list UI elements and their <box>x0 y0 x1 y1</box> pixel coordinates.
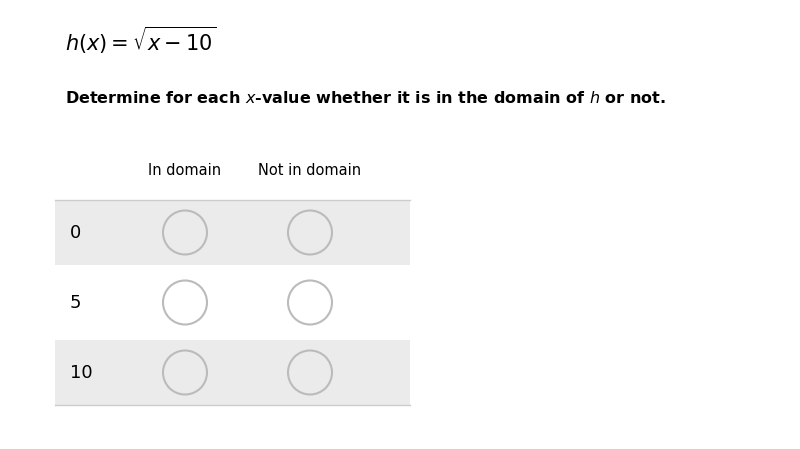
Ellipse shape <box>163 351 207 395</box>
Ellipse shape <box>288 281 332 325</box>
Ellipse shape <box>288 351 332 395</box>
FancyBboxPatch shape <box>55 270 410 335</box>
Text: In domain: In domain <box>149 163 222 178</box>
Text: $h(x) = \sqrt{x-10}$: $h(x) = \sqrt{x-10}$ <box>65 25 217 56</box>
Text: 5: 5 <box>70 294 82 312</box>
Text: 0: 0 <box>70 224 82 242</box>
Ellipse shape <box>288 211 332 255</box>
Ellipse shape <box>163 211 207 255</box>
Text: Not in domain: Not in domain <box>258 163 362 178</box>
Text: 10: 10 <box>70 364 93 382</box>
FancyBboxPatch shape <box>55 340 410 405</box>
FancyBboxPatch shape <box>55 200 410 265</box>
Ellipse shape <box>163 281 207 325</box>
Text: Determine for each $x$-value whether it is in the domain of $h$ or not.: Determine for each $x$-value whether it … <box>65 90 666 106</box>
